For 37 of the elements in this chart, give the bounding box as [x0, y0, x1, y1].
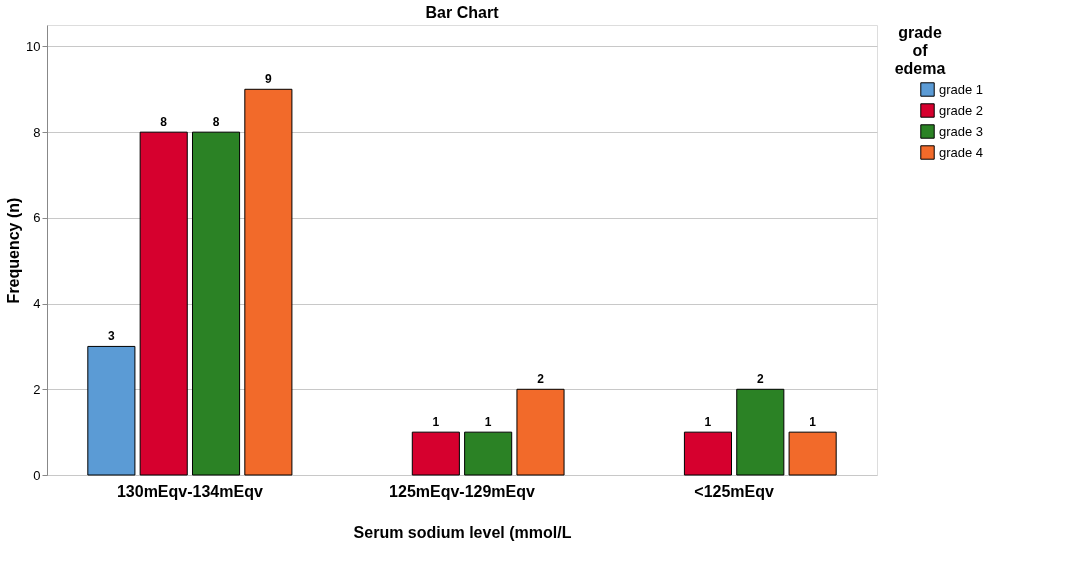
data-label: 3: [108, 329, 116, 344]
legend-label: grade 4: [939, 144, 984, 160]
data-label: 2: [537, 372, 545, 387]
bar: [191, 131, 241, 476]
x-tick-label: 125mEqv-129mEqv: [389, 482, 536, 500]
y-tick-label: 4: [33, 296, 41, 312]
x-tick-label: 130mEqv-134mEqv: [116, 482, 263, 500]
bar: [87, 345, 136, 476]
data-label: 8: [212, 115, 220, 130]
legend-label: grade 2: [939, 102, 984, 118]
legend-title: grade of edema: [894, 24, 946, 77]
legend-label: grade 3: [939, 123, 984, 139]
bar: [736, 388, 785, 476]
data-label: 9: [265, 72, 273, 87]
bar: [516, 388, 565, 476]
data-label: 1: [704, 415, 712, 430]
chart-title: Bar Chart: [425, 4, 500, 21]
y-tick-label: 6: [33, 210, 41, 226]
bar: [788, 431, 837, 476]
y-tick-label: 0: [33, 467, 41, 483]
legend-label: grade 1: [939, 81, 984, 97]
y-tick-label: 2: [33, 381, 41, 397]
x-tick-label: <125mEqv: [694, 482, 775, 500]
bar: [683, 431, 733, 476]
bar: [411, 431, 460, 476]
data-label: 1: [484, 415, 492, 430]
y-tick-label: 8: [33, 124, 41, 140]
data-label: 1: [432, 415, 440, 430]
data-label: 1: [809, 415, 817, 430]
data-label: 2: [756, 372, 764, 387]
bar: [244, 88, 293, 476]
bar: [139, 131, 188, 476]
x-axis-title: Serum sodium level (mmol/L: [353, 523, 572, 541]
y-tick-label: 10: [26, 38, 41, 54]
y-axis-title: Frequency (n): [5, 197, 23, 304]
bar: [464, 431, 513, 476]
data-label: 8: [160, 115, 168, 130]
